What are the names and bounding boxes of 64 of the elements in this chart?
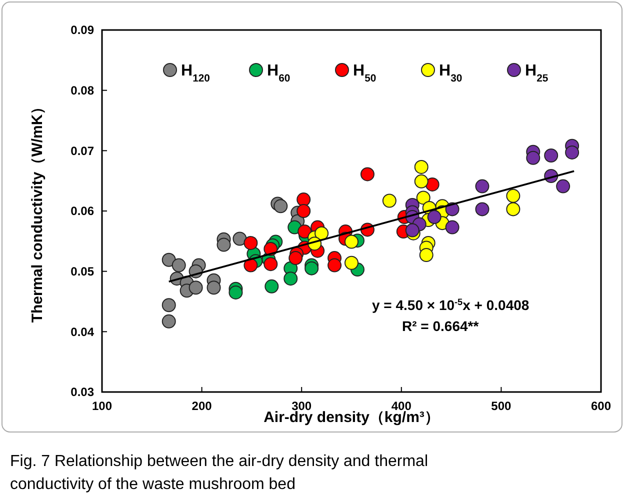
point — [264, 279, 279, 294]
point — [414, 174, 428, 188]
point — [475, 202, 490, 216]
point — [264, 257, 278, 272]
point — [296, 204, 311, 218]
point — [296, 192, 311, 207]
point — [405, 223, 420, 238]
point — [344, 234, 358, 249]
text: conductivity of the waste mushroom bed — [10, 476, 296, 493]
point — [382, 194, 396, 208]
y-tick-label: 0.06 — [70, 204, 94, 218]
point — [414, 160, 428, 174]
point — [288, 251, 303, 266]
point — [206, 280, 221, 295]
point — [360, 167, 374, 182]
legend-label: H$_{60}$ — [267, 62, 290, 84]
annotation: y = 4.50 × 10$^{-5}$x + 0.0408 — [372, 297, 530, 313]
point — [162, 252, 176, 267]
point — [419, 248, 434, 262]
point — [445, 220, 460, 234]
point — [244, 236, 258, 250]
point — [506, 202, 520, 216]
point — [274, 199, 288, 214]
point — [526, 150, 540, 165]
point — [344, 256, 358, 270]
y-tick-label: 0.07 — [70, 144, 94, 158]
point — [232, 232, 247, 246]
point — [556, 179, 570, 194]
point — [416, 190, 430, 205]
y-tick-label: 0.05 — [70, 264, 94, 279]
annotation: R² = 0.664** — [402, 318, 480, 334]
point — [475, 179, 490, 194]
y-tick-label: 0.04 — [70, 324, 94, 339]
point — [506, 188, 520, 203]
point — [544, 148, 558, 162]
point — [188, 280, 203, 295]
y-axis-title: Thermal conductivity（W/mK） — [29, 99, 46, 323]
x-tick-label: 200 — [192, 399, 212, 413]
x-tick-label: 100 — [92, 399, 112, 413]
point — [427, 210, 442, 224]
y-tick-label: 0.03 — [70, 385, 94, 400]
point — [425, 177, 440, 192]
x-tick-label: 600 — [590, 399, 612, 413]
point — [565, 145, 580, 160]
point — [216, 238, 231, 252]
point — [284, 272, 298, 286]
legend-label: H$_{25}$ — [525, 62, 548, 84]
x-axis-title: Air-dry density（kg/m³） — [264, 409, 440, 426]
point — [298, 224, 312, 239]
point — [244, 258, 258, 272]
point — [304, 261, 319, 276]
point — [328, 258, 342, 272]
legend-label: H$_{30}$ — [439, 62, 462, 84]
point — [162, 314, 176, 328]
y-tick-label: 0.08 — [70, 84, 94, 98]
point — [172, 258, 186, 272]
point — [228, 285, 243, 300]
legend-label: H$_{50}$ — [353, 62, 376, 84]
x-tick-label: 500 — [491, 399, 512, 413]
legend-label: H$_{120}$ — [181, 62, 210, 84]
point — [162, 298, 176, 312]
y-tick-label: 0.09 — [70, 23, 94, 38]
point — [314, 226, 329, 240]
caption: Fig. 7 Relationship between the air-dry density and thermal — [10, 453, 428, 470]
